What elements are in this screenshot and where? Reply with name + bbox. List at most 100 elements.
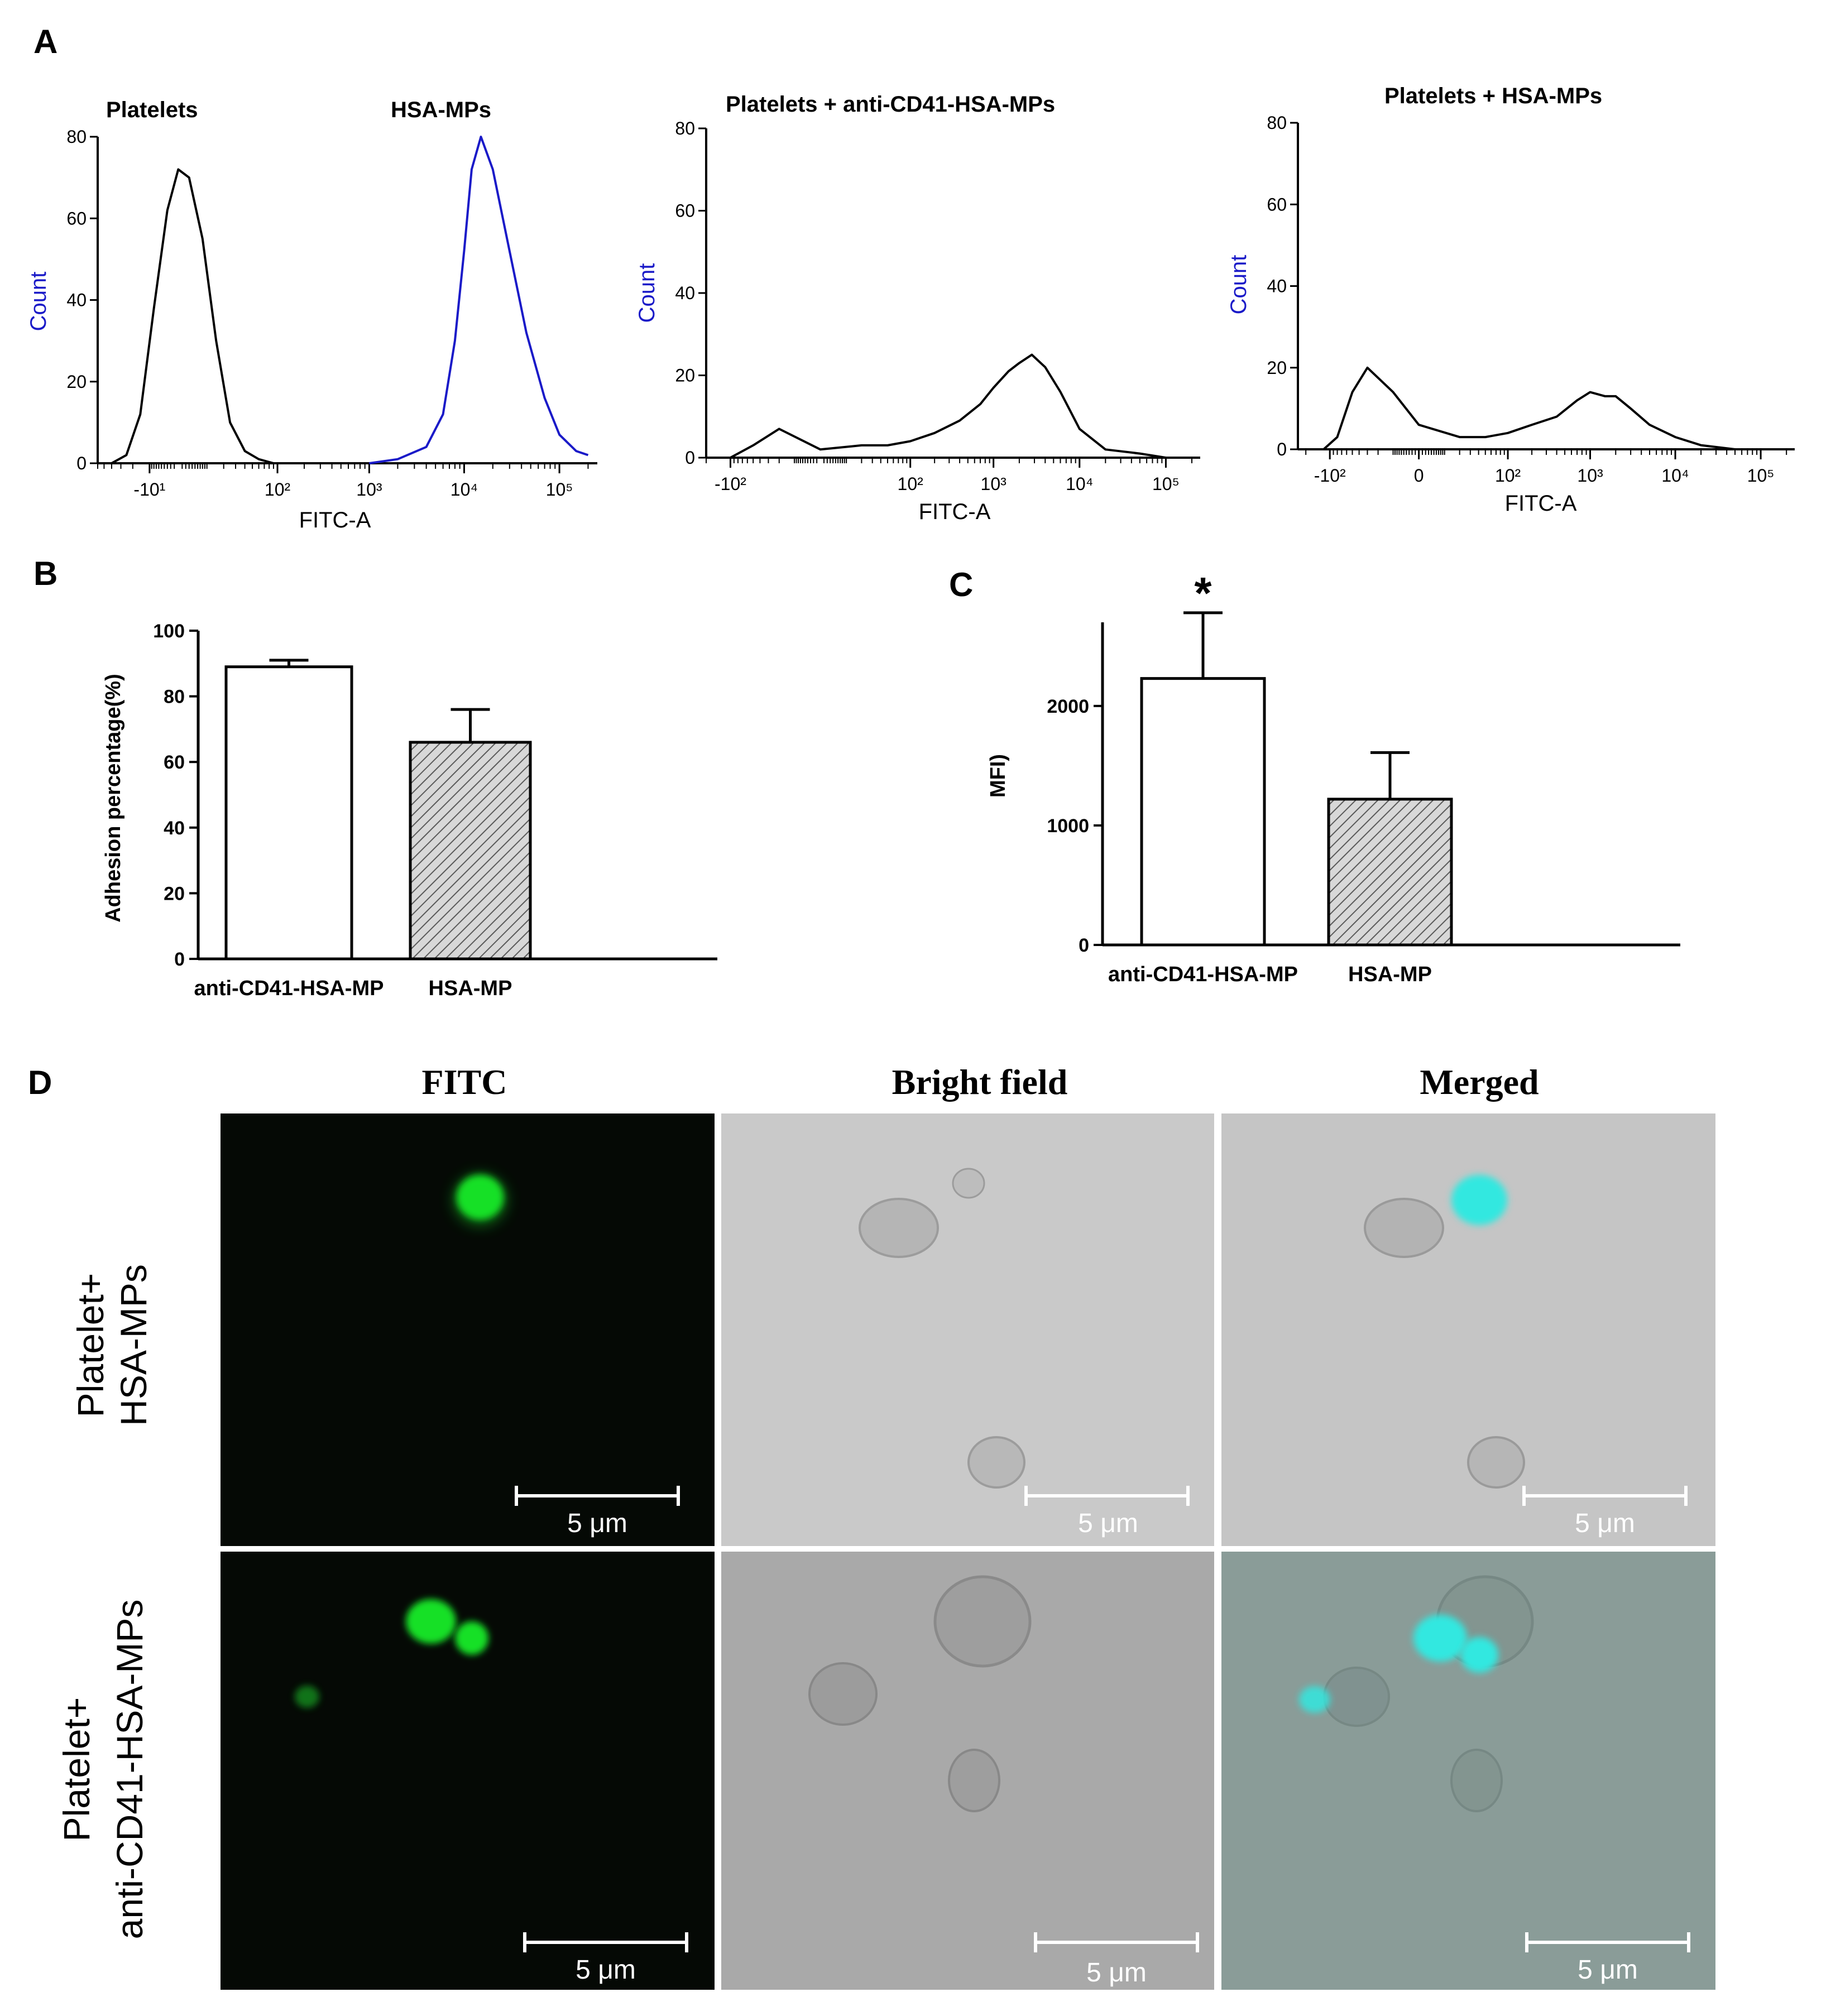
x-tick-label: 10³ xyxy=(356,479,382,500)
image-brightfield-row1: 5 μm xyxy=(721,1113,1214,1546)
category-label: anti-CD41-HSA-MP xyxy=(194,977,384,1000)
y-tick-label: 20 xyxy=(66,372,87,392)
y-tick-label: 40 xyxy=(66,290,87,310)
x-tick-label: 10⁵ xyxy=(546,479,573,500)
hist1-label-hsa-mps: HSA-MPs xyxy=(391,98,491,122)
col-header-fitc: FITC xyxy=(422,1062,507,1102)
x-tick-label: 10³ xyxy=(1577,465,1603,486)
platelet-cell xyxy=(933,1575,1032,1668)
image-merged-row2: 5 μm xyxy=(1221,1552,1715,1990)
x-tick-label: 0 xyxy=(1414,465,1424,486)
hist2-title: Platelets + anti-CD41-HSA-MPs xyxy=(726,92,1055,117)
x-tick-label: 10⁴ xyxy=(1661,465,1689,486)
panel-label-a: A xyxy=(33,23,57,60)
fitc-signal xyxy=(406,1599,456,1644)
merged-signal xyxy=(1451,1175,1507,1225)
row2-label-line1: Platelet+ xyxy=(56,1697,97,1842)
scale-bar-label: 5 μm xyxy=(1078,1509,1138,1538)
x-tick-label: 10² xyxy=(265,479,291,500)
x-tick-label: 10⁴ xyxy=(450,479,478,500)
x-tick-label: 10⁵ xyxy=(1747,465,1775,486)
x-tick-label: 10³ xyxy=(981,474,1007,494)
scale-bar-label: 5 μm xyxy=(1086,1958,1147,1988)
image-merged-row1: 5 μm xyxy=(1221,1113,1715,1546)
scale-bar-label: 5 μm xyxy=(1578,1955,1638,1985)
c-significance-star: * xyxy=(1194,568,1212,618)
y-tick-label: 40 xyxy=(1267,276,1287,296)
histogram-series-1 xyxy=(111,168,274,464)
y-tick-label: 80 xyxy=(66,127,87,147)
y-tick-label: 0 xyxy=(76,453,87,473)
row-label-2: Platelet+ anti-CD41-HSA-MPs xyxy=(56,1600,150,1940)
row1-label-line2: HSA-MPs xyxy=(113,1264,154,1426)
y-tick-label: 60 xyxy=(66,208,87,228)
bar-chart-b: Adhesion percentage(%) 0 20 40 60 80 100 anti-… xyxy=(102,621,717,1000)
b-ylabel: Adhesion percentage(%) xyxy=(102,674,125,923)
merged-signal xyxy=(1413,1615,1467,1662)
c-ylabel: MFI) xyxy=(986,754,1010,798)
panel-label-c: C xyxy=(949,566,973,603)
y-tick-label: 60 xyxy=(675,201,695,221)
row-label-1: Platelet+ HSA-MPs xyxy=(70,1264,154,1426)
image-fitc-row1: 5 μm xyxy=(221,1113,715,1546)
col-header-merged: Merged xyxy=(1420,1062,1539,1102)
bar-chart-c: MFI) * 0 1000 2000 anti-CD41-HSA-MP HSA-MP xyxy=(986,568,1680,986)
hist2-xlabel: FITC-A xyxy=(919,500,991,524)
y-tick-label: 80 xyxy=(675,118,695,138)
y-tick-label: 40 xyxy=(164,818,185,839)
y-tick-label: 2000 xyxy=(1047,696,1089,717)
y-tick-label: 40 xyxy=(675,283,695,303)
hist3-xlabel: FITC-A xyxy=(1505,491,1577,516)
x-tick-label: 10⁴ xyxy=(1066,474,1093,494)
y-tick-label: 60 xyxy=(1267,194,1287,214)
y-tick-label: 20 xyxy=(1267,358,1287,378)
hist3-title: Platelets + HSA-MPs xyxy=(1384,84,1602,108)
category-label: anti-CD41-HSA-MP xyxy=(1108,963,1298,986)
hist1-ylabel: Count xyxy=(26,272,51,332)
bar-2 xyxy=(409,741,532,961)
y-tick-label: 0 xyxy=(685,448,695,468)
x-tick-label: 10² xyxy=(1495,465,1521,486)
hist2-ylabel: Count xyxy=(635,263,659,323)
hist3-ylabel: Count xyxy=(1226,255,1251,315)
panel-label-d: D xyxy=(28,1064,52,1101)
bar-1 xyxy=(1140,677,1266,947)
x-tick-label: -10² xyxy=(1314,465,1346,486)
x-tick-label: 10⁵ xyxy=(1152,474,1180,494)
y-tick-label: 0 xyxy=(1079,935,1089,956)
bar-1 xyxy=(224,665,353,961)
histogram-1: Platelets HSA-MPs Count FITC-A 0 20 40 60 80… xyxy=(26,98,597,532)
y-tick-label: 80 xyxy=(1267,113,1287,133)
col-header-bright-field: Bright field xyxy=(892,1062,1068,1102)
hist1-xlabel: FITC-A xyxy=(299,508,371,532)
histogram-2: Platelets + anti-CD41-HSA-MPs Count FITC… xyxy=(635,92,1200,524)
y-tick-label: 60 xyxy=(164,752,185,773)
category-label: HSA-MP xyxy=(1348,963,1432,986)
x-tick-label: 10² xyxy=(898,474,924,494)
scale-bar-label: 5 μm xyxy=(567,1509,627,1538)
scale-bar-label: 5 μm xyxy=(576,1955,636,1985)
row1-label-line1: Platelet+ xyxy=(70,1273,111,1418)
y-tick-label: 100 xyxy=(153,621,185,642)
x-tick-label: -10¹ xyxy=(133,479,165,500)
microscopy-grid: FITC Bright field Merged Platelet+ HSA-M… xyxy=(56,1062,1715,1990)
bar-2 xyxy=(1327,798,1453,947)
y-tick-label: 1000 xyxy=(1047,815,1089,837)
panel-label-b: B xyxy=(33,555,57,592)
y-tick-label: 0 xyxy=(1277,439,1287,459)
y-tick-label: 20 xyxy=(675,366,695,386)
hist1-label-platelets: Platelets xyxy=(106,98,198,122)
scale-bar-label: 5 μm xyxy=(1575,1509,1635,1538)
y-tick-label: 20 xyxy=(164,883,185,904)
histogram-series-1 xyxy=(730,353,1166,459)
histogram-series-1 xyxy=(1322,366,1761,450)
platelet-cell xyxy=(859,1198,939,1258)
y-tick-label: 0 xyxy=(174,949,185,970)
image-fitc-row2: 5 μm xyxy=(221,1552,715,1990)
image-brightfield-row2: 5 μm xyxy=(721,1552,1214,1990)
histogram-series-2 xyxy=(369,136,589,464)
category-label: HSA-MP xyxy=(429,977,512,1000)
row2-label-line2: anti-CD41-HSA-MPs xyxy=(109,1600,150,1940)
x-tick-label: -10² xyxy=(715,474,746,494)
